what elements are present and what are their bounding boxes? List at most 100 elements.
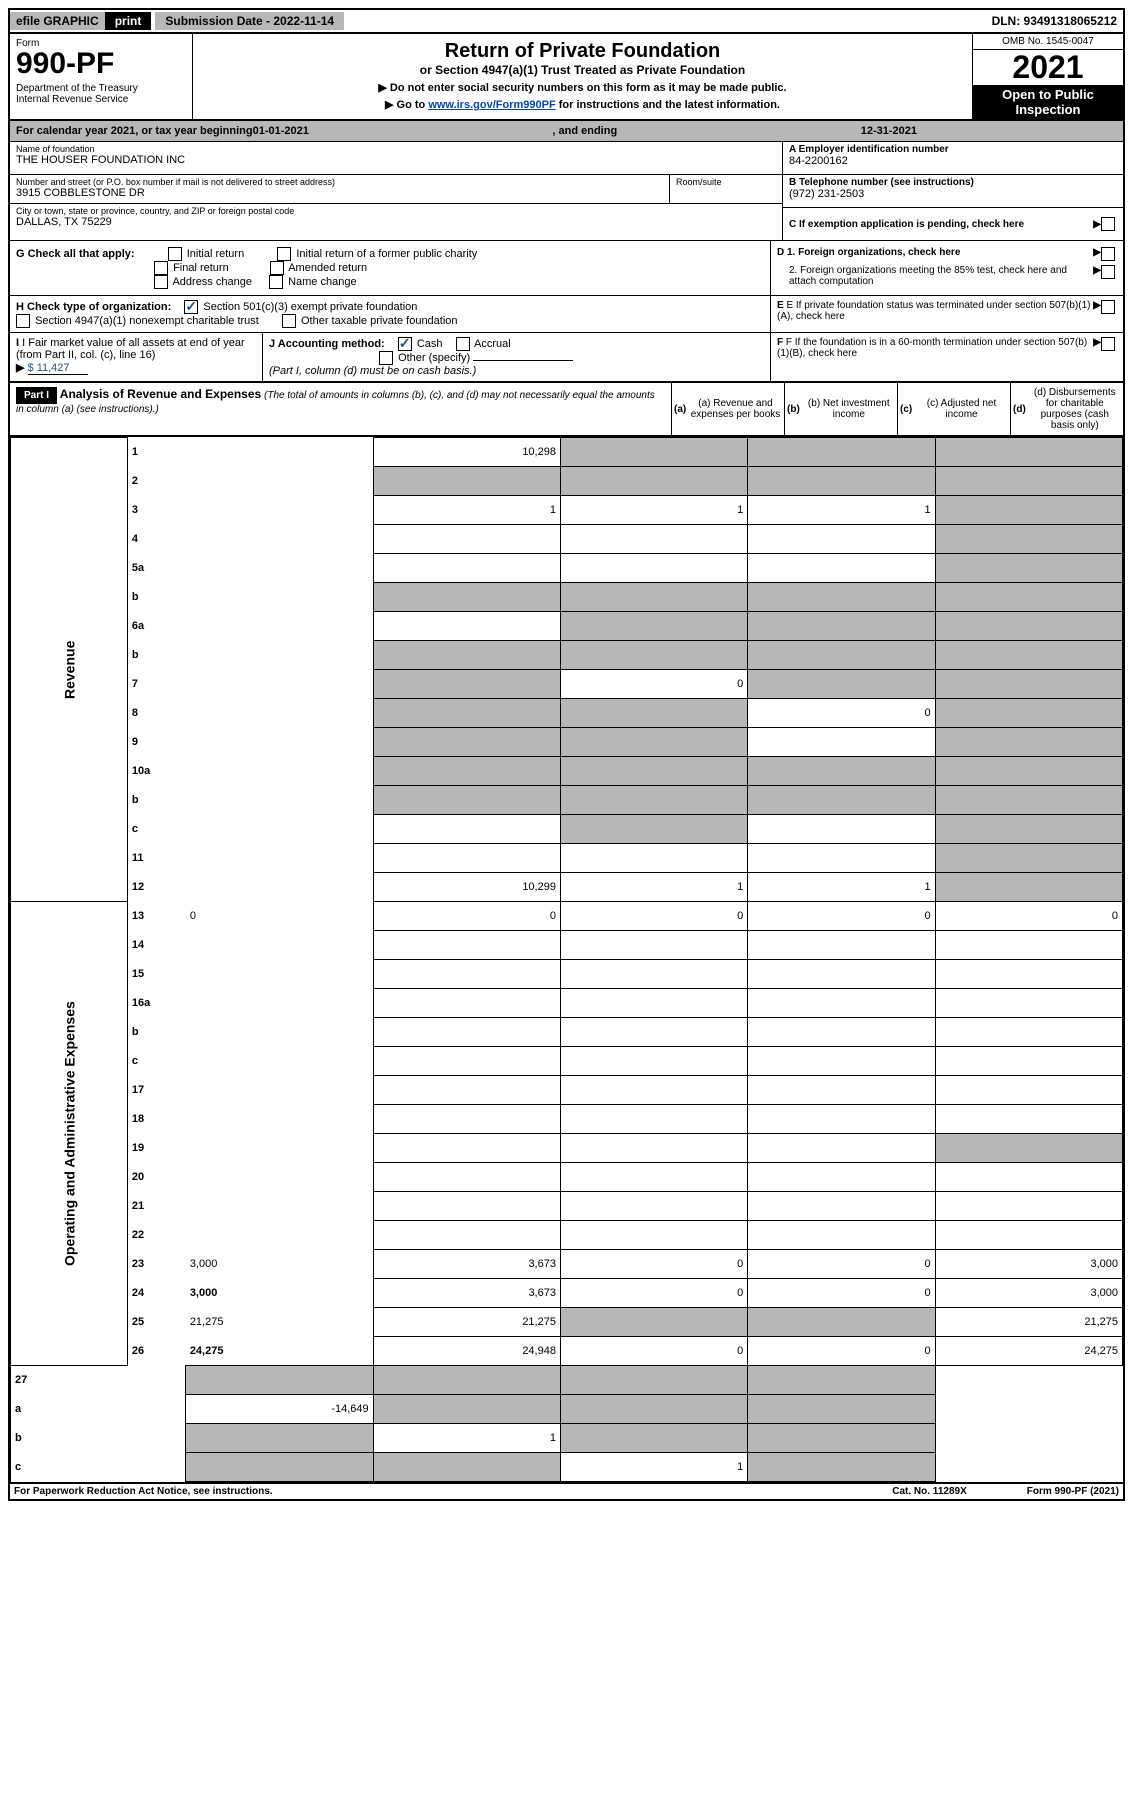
cell-a: 3,673 bbox=[373, 1250, 560, 1279]
cell-b bbox=[560, 467, 747, 496]
cell-d bbox=[748, 1366, 935, 1395]
chk-amended[interactable] bbox=[270, 261, 284, 275]
row-desc bbox=[186, 728, 373, 757]
table-row: 1210,29911 bbox=[11, 873, 1123, 902]
chk-e[interactable] bbox=[1101, 300, 1115, 314]
cell-d bbox=[935, 931, 1122, 960]
col-d-head: (d) (d) Disbursements for charitable pur… bbox=[1010, 383, 1123, 435]
cell-a bbox=[373, 612, 560, 641]
chk-address-change[interactable] bbox=[154, 275, 168, 289]
checkbox-c[interactable] bbox=[1101, 217, 1115, 231]
cell-c: 1 bbox=[748, 496, 935, 525]
cell-d bbox=[935, 728, 1122, 757]
cell-c bbox=[748, 612, 935, 641]
row-num: 5a bbox=[127, 554, 185, 583]
chk-cash[interactable] bbox=[398, 337, 412, 351]
cell-b bbox=[560, 699, 747, 728]
cell-d bbox=[935, 525, 1122, 554]
table-row: b bbox=[11, 583, 1123, 612]
table-row: Revenue110,298 bbox=[11, 438, 1123, 467]
cell-c bbox=[560, 1395, 747, 1424]
cell-c bbox=[748, 438, 935, 467]
row-desc bbox=[186, 1192, 373, 1221]
chk-name-change[interactable] bbox=[269, 275, 283, 289]
chk-initial-return[interactable] bbox=[168, 247, 182, 261]
row-desc bbox=[127, 1424, 185, 1453]
table-row: 233,0003,673003,000 bbox=[11, 1250, 1123, 1279]
chk-501c3[interactable] bbox=[184, 300, 198, 314]
table-row: 9 bbox=[11, 728, 1123, 757]
cell-d: 3,000 bbox=[935, 1279, 1122, 1308]
table-row: 5a bbox=[11, 554, 1123, 583]
row-num: 24 bbox=[127, 1279, 185, 1308]
form-title: Return of Private Foundation bbox=[199, 40, 966, 63]
cell-c bbox=[748, 467, 935, 496]
cell-b: 1 bbox=[560, 496, 747, 525]
row-num: b bbox=[127, 641, 185, 670]
cell-c bbox=[748, 670, 935, 699]
cell-d bbox=[935, 1105, 1122, 1134]
chk-initial-former[interactable] bbox=[277, 247, 291, 261]
print-button[interactable]: print bbox=[105, 12, 152, 30]
row-num: 13 bbox=[127, 902, 185, 931]
cell-c bbox=[748, 1105, 935, 1134]
chk-other-taxable[interactable] bbox=[282, 314, 296, 328]
chk-final-return[interactable] bbox=[154, 261, 168, 275]
cell-b: 0 bbox=[560, 902, 747, 931]
cell-d bbox=[748, 1424, 935, 1453]
cell-b bbox=[560, 757, 747, 786]
cell-d: 24,275 bbox=[935, 1337, 1122, 1366]
cell-d bbox=[748, 1395, 935, 1424]
cell-a bbox=[373, 1192, 560, 1221]
cell-d bbox=[748, 1453, 935, 1482]
cell-d: 3,000 bbox=[935, 1250, 1122, 1279]
row-desc bbox=[186, 699, 373, 728]
cell-d bbox=[935, 467, 1122, 496]
row-num: 16a bbox=[127, 989, 185, 1018]
cell-c bbox=[748, 1308, 935, 1337]
row-desc bbox=[186, 960, 373, 989]
table-row: b bbox=[11, 641, 1123, 670]
part1-desc: Part I Analysis of Revenue and Expenses … bbox=[10, 383, 671, 435]
h-checks: H Check type of organization: Section 50… bbox=[10, 296, 771, 332]
cell-a: 10,298 bbox=[373, 438, 560, 467]
row-num: 25 bbox=[127, 1308, 185, 1337]
chk-d1[interactable] bbox=[1101, 247, 1115, 261]
ein-cell: A Employer identification number 84-2200… bbox=[783, 142, 1123, 175]
chk-f[interactable] bbox=[1101, 337, 1115, 351]
row-desc bbox=[186, 1134, 373, 1163]
row-desc bbox=[186, 786, 373, 815]
cell-a bbox=[373, 641, 560, 670]
table-row: 2521,27521,27521,275 bbox=[11, 1308, 1123, 1337]
chk-d2[interactable] bbox=[1101, 265, 1115, 279]
cell-b bbox=[560, 525, 747, 554]
section-gd: G Check all that apply: Initial return I… bbox=[10, 241, 1123, 296]
cell-b bbox=[560, 1308, 747, 1337]
header-left: Form 990-PF Department of the Treasury I… bbox=[10, 34, 193, 119]
cell-c bbox=[748, 1018, 935, 1047]
row-num: b bbox=[127, 786, 185, 815]
cell-b bbox=[560, 728, 747, 757]
row-num: c bbox=[127, 815, 185, 844]
cell-b bbox=[560, 438, 747, 467]
cell-a bbox=[373, 757, 560, 786]
row-num: b bbox=[127, 1018, 185, 1047]
header-mid: Return of Private Foundation or Section … bbox=[193, 34, 972, 119]
col-a-head: (a) (a) Revenue and expenses per books bbox=[671, 383, 784, 435]
tax-year: 2021 bbox=[973, 50, 1123, 85]
chk-4947[interactable] bbox=[16, 314, 30, 328]
header-right: OMB No. 1545-0047 2021 Open to Public In… bbox=[972, 34, 1123, 119]
table-row: 21 bbox=[11, 1192, 1123, 1221]
cell-b bbox=[560, 1076, 747, 1105]
chk-other-method[interactable] bbox=[379, 351, 393, 365]
city-cell: City or town, state or province, country… bbox=[10, 204, 782, 236]
cell-a bbox=[373, 583, 560, 612]
row-num: 27 bbox=[11, 1366, 128, 1395]
chk-accrual[interactable] bbox=[456, 337, 470, 351]
cell-d bbox=[935, 960, 1122, 989]
e-check: E E If private foundation status was ter… bbox=[771, 296, 1123, 332]
cell-c bbox=[748, 844, 935, 873]
cell-a bbox=[373, 1221, 560, 1250]
form-number: 990-PF bbox=[16, 49, 186, 79]
irs-link[interactable]: www.irs.gov/Form990PF bbox=[428, 99, 555, 111]
